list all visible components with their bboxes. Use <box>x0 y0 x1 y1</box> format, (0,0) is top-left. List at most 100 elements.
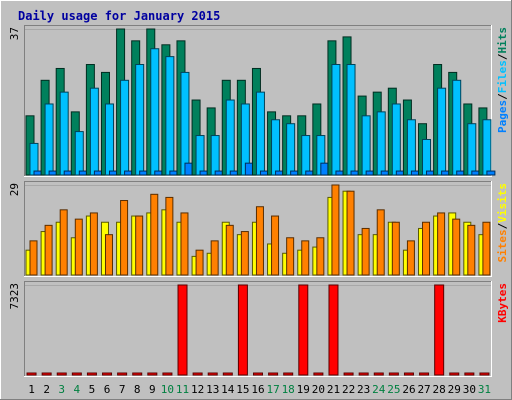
bar-sites-day-6 <box>104 234 113 276</box>
x-tick-label: 27 <box>417 383 430 396</box>
bar-sites-day-17 <box>271 215 280 276</box>
y-max-label-middle: 29 <box>8 183 21 196</box>
x-tick-label: 4 <box>74 383 81 396</box>
bar-kbytes-day-29 <box>449 372 460 376</box>
bar-sites-day-30 <box>467 224 476 276</box>
bar-sites-day-24 <box>376 209 385 276</box>
x-tick-label: 21 <box>327 383 340 396</box>
y-max-label-bottom: 7323 <box>8 283 21 310</box>
bar-kbytes-day-28 <box>434 284 445 376</box>
bar-kbytes-day-17 <box>268 372 279 376</box>
bar-files-day-23 <box>361 115 371 176</box>
x-tick-label: 29 <box>448 383 461 396</box>
x-tick-label: 19 <box>297 383 310 396</box>
bar-sites-day-12 <box>195 249 204 276</box>
bar-files-day-31 <box>482 119 492 176</box>
bar-files-day-8 <box>135 64 145 176</box>
bar-files-day-10 <box>165 56 175 176</box>
legend-pages: Pages <box>496 100 509 133</box>
x-tick-label: 18 <box>282 383 295 396</box>
bar-files-day-26 <box>406 119 416 176</box>
x-tick-label: 13 <box>206 383 219 396</box>
bar-files-day-27 <box>422 138 432 176</box>
bar-files-day-21 <box>331 64 341 176</box>
bar-kbytes-day-21 <box>328 284 339 376</box>
bar-sites-day-31 <box>482 221 491 276</box>
x-axis-labels: 1 2 3 4 5 6 7 8 9 10 11 12 13 14 15 16 17 18 19 20 21 22 23 24 2… <box>28 383 491 396</box>
bar-kbytes-day-7 <box>117 372 128 376</box>
bar-sites-day-23 <box>361 227 370 276</box>
x-tick-label: 24 <box>372 383 386 396</box>
bar-kbytes-day-27 <box>419 372 430 376</box>
bar-kbytes-day-26 <box>403 372 414 376</box>
bar-sites-day-25 <box>391 221 400 276</box>
legend-files: Files <box>496 60 509 93</box>
bar-sites-day-20 <box>316 237 325 276</box>
bar-sites-day-3 <box>59 209 68 276</box>
bar-sites-day-16 <box>255 206 264 276</box>
panel-bottom: 7323 KBytes <box>8 281 509 377</box>
bar-sites-day-29 <box>452 218 461 276</box>
bar-files-day-7 <box>120 79 130 176</box>
bar-files-day-12 <box>195 135 205 176</box>
bar-kbytes-day-12 <box>192 372 203 376</box>
x-tick-label: 1 <box>28 383 35 396</box>
bar-sites-day-18 <box>286 237 295 276</box>
x-tick-label: 31 <box>478 383 491 396</box>
x-tick-label: 12 <box>191 383 204 396</box>
bar-sites-day-13 <box>210 240 219 276</box>
bar-sites-day-28 <box>437 212 446 276</box>
x-tick-label: 22 <box>342 383 355 396</box>
legend-separator: / <box>496 53 509 60</box>
bar-sites-day-14 <box>225 224 234 276</box>
bar-files-day-22 <box>346 64 356 176</box>
bar-pages-day-31 <box>486 170 496 176</box>
bar-files-day-30 <box>467 123 477 176</box>
bar-kbytes-day-14 <box>222 372 233 376</box>
bar-sites-day-11 <box>180 212 189 276</box>
bar-sites-day-5 <box>89 212 98 276</box>
bar-kbytes-day-5 <box>86 372 97 376</box>
bar-files-day-19 <box>301 135 311 176</box>
bar-files-day-24 <box>376 111 386 176</box>
bar-files-day-13 <box>210 135 220 176</box>
bar-files-day-29 <box>452 79 462 176</box>
panel-middle: 29 Sites/Visits <box>8 181 509 277</box>
bar-kbytes-day-31 <box>479 372 490 376</box>
bar-files-day-5 <box>89 87 99 176</box>
x-tick-label: 6 <box>104 383 111 396</box>
x-tick-label: 23 <box>357 383 370 396</box>
bar-files-day-9 <box>150 48 160 176</box>
x-tick-label: 20 <box>312 383 325 396</box>
x-tick-label: 17 <box>266 383 279 396</box>
x-tick-label: 11 <box>176 383 189 396</box>
y-max-label-top: 37 <box>8 27 21 40</box>
bar-sites-day-4 <box>74 218 83 276</box>
x-tick-label: 2 <box>43 383 50 396</box>
bar-files-day-18 <box>286 123 296 176</box>
x-tick-label: 25 <box>387 383 400 396</box>
bar-files-day-1 <box>29 142 39 176</box>
bar-sites-day-7 <box>120 200 129 276</box>
x-tick-label: 9 <box>149 383 156 396</box>
bar-files-day-17 <box>271 119 281 176</box>
bar-kbytes-day-2 <box>41 372 52 376</box>
x-tick-label: 28 <box>433 383 446 396</box>
bar-kbytes-day-15 <box>237 284 248 376</box>
bar-kbytes-day-3 <box>56 372 67 376</box>
bar-kbytes-day-20 <box>313 372 324 376</box>
bar-files-day-11 <box>180 71 190 176</box>
bar-sites-day-10 <box>165 196 174 276</box>
legend-bottom: KBytes <box>496 283 509 323</box>
x-tick-label: 16 <box>251 383 264 396</box>
legend-visits: Visits <box>496 183 509 223</box>
bar-kbytes-day-18 <box>283 372 294 376</box>
bar-kbytes-day-10 <box>162 372 173 376</box>
bar-files-day-16 <box>255 91 265 176</box>
bar-files-day-14 <box>225 99 235 176</box>
bar-kbytes-day-30 <box>464 372 475 376</box>
bar-files-day-4 <box>74 131 84 176</box>
x-tick-label: 26 <box>402 383 415 396</box>
